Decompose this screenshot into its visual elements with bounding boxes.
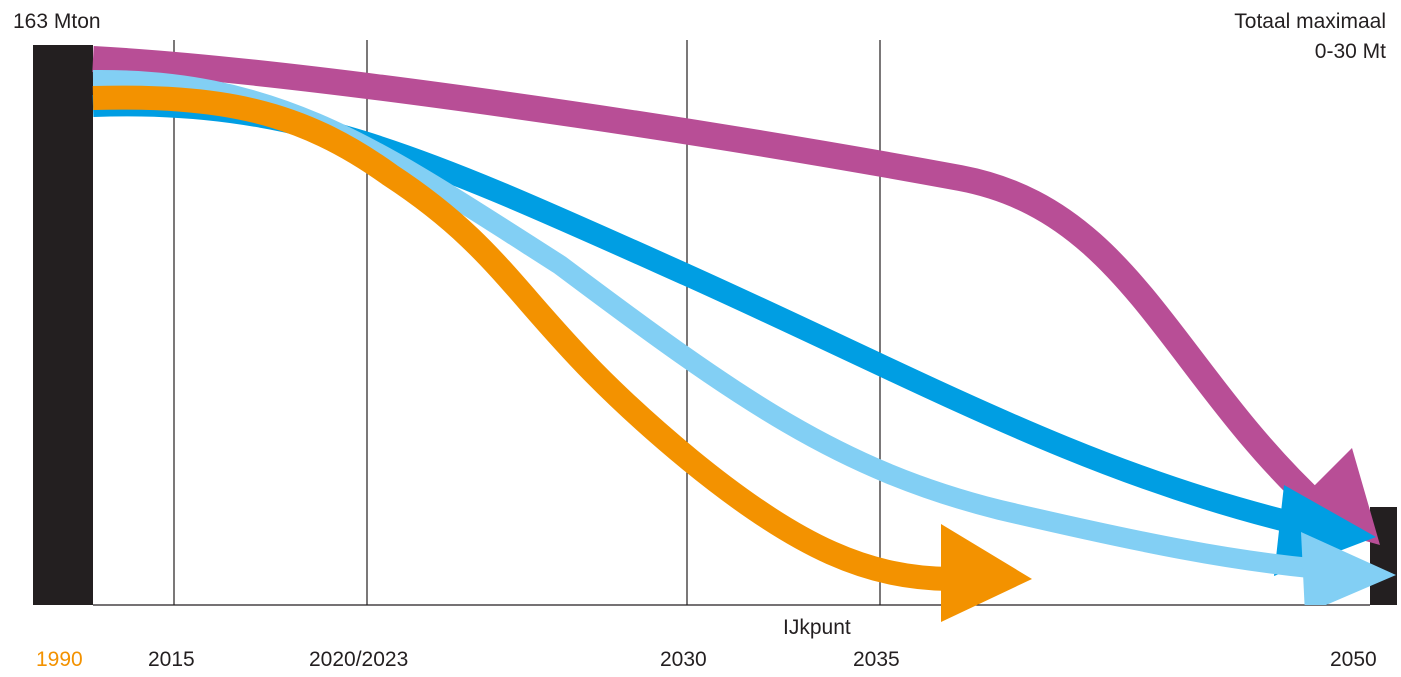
series-line [92, 69, 1311, 578]
bar-2050-target [1370, 507, 1397, 605]
series-arrowhead [1301, 532, 1396, 605]
target-label-line1: Totaal maximaal [1234, 10, 1386, 33]
series-arrow [92, 69, 1396, 605]
x-tick-label: 1990 [36, 648, 83, 671]
y-top-label: 163 Mton [13, 10, 101, 33]
series-line [92, 85, 951, 591]
x-tick-label: 2050 [1330, 648, 1377, 671]
x-tick-label: 2035 [853, 648, 900, 671]
x-tick-label: 2015 [148, 648, 195, 671]
target-label-line2: 0-30 Mt [1314, 40, 1386, 63]
milestone-label: IJkpunt [783, 616, 851, 639]
bar-1990-start [33, 45, 93, 605]
series-arrowhead [941, 524, 1032, 622]
x-tick-label: 2030 [660, 648, 707, 671]
series-arrow [92, 85, 1032, 622]
x-tick-label: 2020/2023 [309, 648, 409, 671]
series-arrowhead [1274, 485, 1376, 576]
pathway-series [92, 46, 1396, 622]
series-line [92, 46, 1329, 518]
